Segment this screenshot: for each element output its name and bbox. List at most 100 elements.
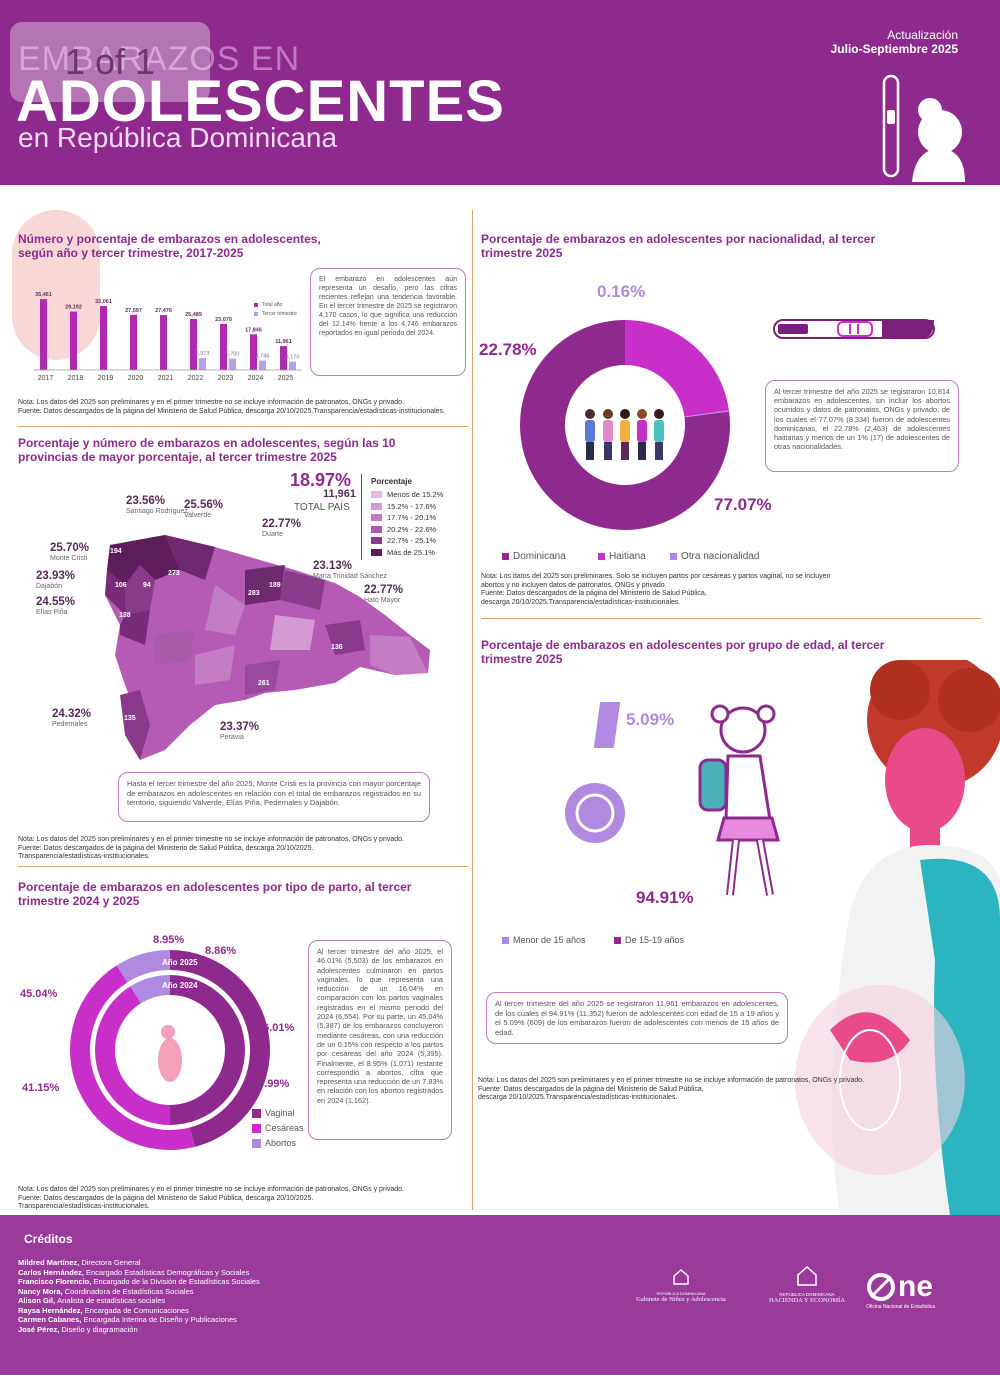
- bar-total-2019: [100, 305, 107, 370]
- map-number: 283: [248, 590, 260, 597]
- sec2-title: Porcentaje y número de embarazos en adol…: [18, 436, 396, 464]
- birth-label: 41.15%: [22, 1082, 60, 1094]
- age-donut: [555, 773, 635, 853]
- map-legend-item: 15.2% - 17.6%: [371, 501, 443, 513]
- title-line-3: en República Dominicana: [18, 122, 338, 153]
- bar-trim-2024: [259, 360, 266, 370]
- bar-label-total: 23,070: [215, 317, 232, 323]
- map-legend-item: 22.7% - 25.1%: [371, 535, 443, 547]
- credit-item: Alison Gil, Analista de estadísticas soc…: [18, 1296, 166, 1305]
- province-label: 25.70% Monte Cristi: [50, 542, 90, 562]
- birth-type-donut: [70, 950, 270, 1150]
- province-label: 23.13% María Trinidad Sánchez: [313, 560, 387, 580]
- age-legend-15-19: De 15-19 años: [614, 935, 684, 945]
- province-label: 25.56% Valverde: [184, 499, 224, 519]
- nationality-slice-2: [684, 410, 730, 418]
- divider: [481, 618, 981, 619]
- map-legend-item: 20.2% - 22.6%: [371, 524, 443, 536]
- bar-label-total: 35,461: [35, 292, 52, 298]
- title-line-1: EMBARAZOS EN: [18, 40, 301, 78]
- bar-chart: 35,461 2017 29,192 2018 32,061 2019 27,597 2020…: [34, 292, 302, 382]
- birth-legend-abortos: Abortos: [252, 1138, 296, 1148]
- credit-item: José Pérez, Diseño y diagramación: [18, 1324, 138, 1334]
- girl-with-backpack-illustration: [698, 704, 780, 896]
- divider: [18, 426, 468, 427]
- update-info: Actualización Julio-Septiembre 2025: [831, 28, 958, 56]
- map-legend-item: Más de 25.1%: [371, 547, 443, 559]
- birth-2024-slice-2: [130, 975, 170, 1004]
- province-label: 23.37% Peravia: [220, 721, 260, 741]
- birth-2025-slice-2: [116, 950, 170, 983]
- bar-total-2017: [40, 299, 47, 370]
- x-tick-label: 2018: [68, 375, 84, 382]
- credit-item: Mildred Martínez, Directora General: [18, 1258, 141, 1267]
- x-tick-label: 2021: [158, 375, 174, 382]
- credits-title: Créditos: [24, 1232, 73, 1246]
- total-pct: 18.97%: [290, 470, 352, 490]
- sec4-note: Nota: Los datos del 2025 son preliminare…: [481, 573, 831, 606]
- nationality-slice-1: [625, 320, 729, 417]
- bar-legend-trim: Tercer trimestre: [254, 311, 297, 317]
- map-number: 138: [331, 644, 343, 651]
- total-label: TOTAL PAÍS: [294, 502, 350, 513]
- nat-label-otra: 0.16%: [597, 282, 646, 301]
- pregnancy-test-icon: [773, 319, 935, 339]
- sec2-text-box: Hasta el tercer trimestre del año 2025, …: [118, 772, 430, 822]
- dominican-map: 194 273 106 94 138 283 189 138 261 135: [105, 535, 430, 760]
- x-tick-label: 2024: [248, 375, 264, 382]
- decorative-shape: [12, 210, 100, 360]
- x-tick-label: 2017: [38, 375, 54, 382]
- year-2025-label: Año 2025: [162, 958, 198, 967]
- sec4-title: Porcentaje de embarazos en adolescentes …: [481, 232, 876, 260]
- map-legend-divider: [361, 474, 362, 560]
- x-tick-label: 2019: [98, 375, 114, 382]
- map-number: 273: [168, 570, 180, 577]
- age-legend-under15: Menor de 15 años: [502, 935, 586, 945]
- bar-label-trim: 5,700: [226, 352, 240, 358]
- bar-label-trim: 4,170: [286, 355, 300, 361]
- bar-trim-2022: [199, 358, 206, 370]
- bar-total-2022: [190, 319, 197, 370]
- bar-label-total: 27,597: [125, 308, 142, 314]
- province-label: 22.77% Hato Mayor: [364, 584, 404, 604]
- bar-label-trim: 4,746: [256, 354, 270, 360]
- sec1-title: Número y porcentaje de embarazos en adol…: [18, 232, 321, 260]
- nat-legend-haitiana: Haitiana: [598, 551, 646, 562]
- credit-item: Francisco Florencio, Encargado de la Div…: [18, 1277, 260, 1286]
- map-legend-item: Menos de 15.2%: [371, 489, 443, 501]
- bar-total-2023: [220, 323, 227, 370]
- nat-legend-otra: Otra nacionalidad: [670, 551, 759, 562]
- birth-2024-slice-1: [95, 986, 171, 1125]
- map-number: 261: [258, 680, 270, 687]
- birth-label: 45.04%: [20, 988, 58, 1000]
- logo-gabinete: REPÚBLICA DOMINICANA Gabinete de Niñez y…: [628, 1268, 734, 1303]
- update-period: Julio-Septiembre 2025: [830, 42, 958, 56]
- nat-legend-dominicana: Dominicana: [502, 551, 566, 562]
- pregnant-silhouette-icon: [158, 1038, 182, 1082]
- coat-of-arms-icon: [797, 1265, 817, 1286]
- birth-label: 46.01%: [257, 1022, 295, 1034]
- header-banner: EMBARAZOS EN ADOLESCENTES en República D…: [0, 0, 1000, 185]
- bar-total-2018: [70, 311, 77, 370]
- sec4-text-box: Al tercer trimestre del año 2025 se regi…: [765, 380, 959, 472]
- birth-2025-slice-1: [70, 965, 195, 1150]
- bar-label-total: 11,961: [275, 339, 292, 345]
- province-label: 24.55% Elías Piña: [36, 596, 76, 616]
- x-tick-label: 2025: [278, 375, 294, 382]
- province-label: 24.32% Pedernales: [52, 708, 92, 728]
- sec5-title: Porcentaje de embarazos en adolescentes …: [481, 638, 885, 666]
- nat-label-haitiana: 22.78%: [479, 340, 537, 359]
- sec3-title: Porcentaje de embarazos en adolescentes …: [18, 880, 412, 908]
- credit-item: Nancy Mora, Coordinadora de Estadísticas…: [18, 1286, 194, 1296]
- divider: [18, 866, 468, 867]
- update-label: Actualización: [887, 28, 958, 42]
- coat-of-arms-icon: [673, 1269, 689, 1285]
- bar-label-total: 17,846: [245, 327, 262, 333]
- birth-label: 8.95%: [153, 934, 185, 946]
- map-number: 189: [269, 582, 281, 589]
- pregnancy-test-girl-illustration: [882, 74, 965, 182]
- age-label-15-19: 94.91%: [636, 888, 694, 907]
- bar-trim-2023: [229, 358, 236, 370]
- group-of-women-illustration: [585, 409, 664, 460]
- map-number: 135: [124, 715, 136, 722]
